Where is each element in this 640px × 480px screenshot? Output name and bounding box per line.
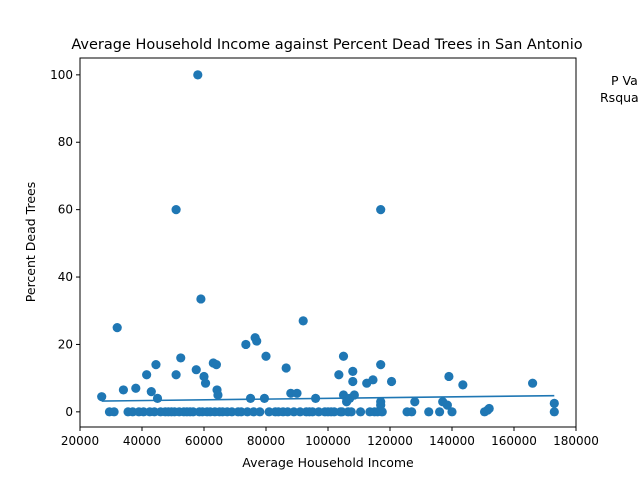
data-point (549, 398, 559, 409)
x-tick-label: 160000 (491, 434, 537, 448)
data-point (377, 407, 387, 417)
data-point (241, 339, 251, 350)
data-point (338, 351, 349, 361)
x-tick-label: 20000 (61, 434, 99, 448)
data-point (118, 385, 128, 395)
data-point (292, 388, 302, 398)
data-point (252, 336, 262, 346)
data-point (200, 378, 211, 388)
data-point (458, 380, 468, 390)
data-point (447, 407, 457, 417)
x-tick-label: 120000 (367, 434, 413, 448)
data-point (349, 390, 359, 400)
data-point (191, 365, 201, 375)
data-point (334, 370, 344, 380)
y-tick-label: 60 (58, 203, 73, 217)
data-point (109, 407, 119, 417)
data-point (213, 390, 223, 400)
x-axis-ticks: 20000 40000 60000 80000 100000 120000 140000 16… (61, 427, 599, 448)
x-tick-label: 40000 (123, 434, 161, 448)
y-tick-label: 40 (58, 270, 73, 284)
data-point (255, 407, 265, 417)
data-point (348, 366, 358, 376)
data-point (112, 322, 122, 333)
data-point (131, 383, 141, 393)
y-tick-label: 0 (65, 405, 73, 419)
data-point (410, 397, 420, 407)
data-point (152, 393, 163, 403)
data-point (259, 393, 270, 403)
data-point (484, 403, 494, 414)
x-tick-label: 100000 (305, 434, 351, 448)
data-point (424, 407, 434, 417)
data-point (444, 371, 454, 382)
data-point (528, 378, 538, 388)
points-layer (97, 70, 559, 417)
x-tick-label: 60000 (185, 434, 223, 448)
data-point (176, 353, 186, 363)
data-point (407, 407, 417, 417)
data-point (146, 387, 156, 397)
data-point (193, 70, 203, 80)
x-tick-label: 140000 (429, 434, 475, 448)
data-point (142, 370, 152, 380)
data-point (97, 392, 107, 402)
data-point (348, 376, 358, 387)
data-point (261, 351, 271, 361)
rsquared-annotation: Rsqua (600, 90, 639, 105)
y-axis-ticks: 0 20 40 60 80 100 (50, 68, 80, 419)
data-point (386, 376, 397, 387)
data-point (346, 407, 356, 417)
plot-frame (79, 57, 577, 428)
data-point (435, 407, 445, 417)
y-tick-label: 100 (50, 68, 73, 82)
y-tick-label: 80 (58, 135, 73, 149)
x-axis-label: Average Household Income (242, 455, 414, 470)
data-point (549, 407, 559, 417)
data-point (151, 360, 161, 370)
data-point (311, 393, 321, 403)
data-point (281, 363, 291, 373)
data-point (171, 370, 181, 380)
data-point (355, 407, 366, 417)
data-point (245, 393, 256, 403)
y-axis-label: Percent Dead Trees (23, 182, 38, 302)
data-point (196, 294, 206, 304)
regression-layer (101, 394, 555, 402)
x-tick-label: 80000 (247, 434, 285, 448)
data-point (368, 375, 378, 385)
data-point (376, 205, 386, 215)
data-point (376, 360, 386, 370)
data-point (298, 316, 308, 326)
regression-line (101, 394, 555, 402)
data-point (171, 205, 181, 215)
x-tick-label: 180000 (553, 434, 599, 448)
chart-title: Average Household Income against Percent… (71, 37, 582, 53)
p-value-annotation: P Va (611, 73, 638, 88)
y-tick-label: 20 (58, 337, 73, 351)
data-point (442, 400, 452, 410)
data-point (211, 360, 221, 370)
